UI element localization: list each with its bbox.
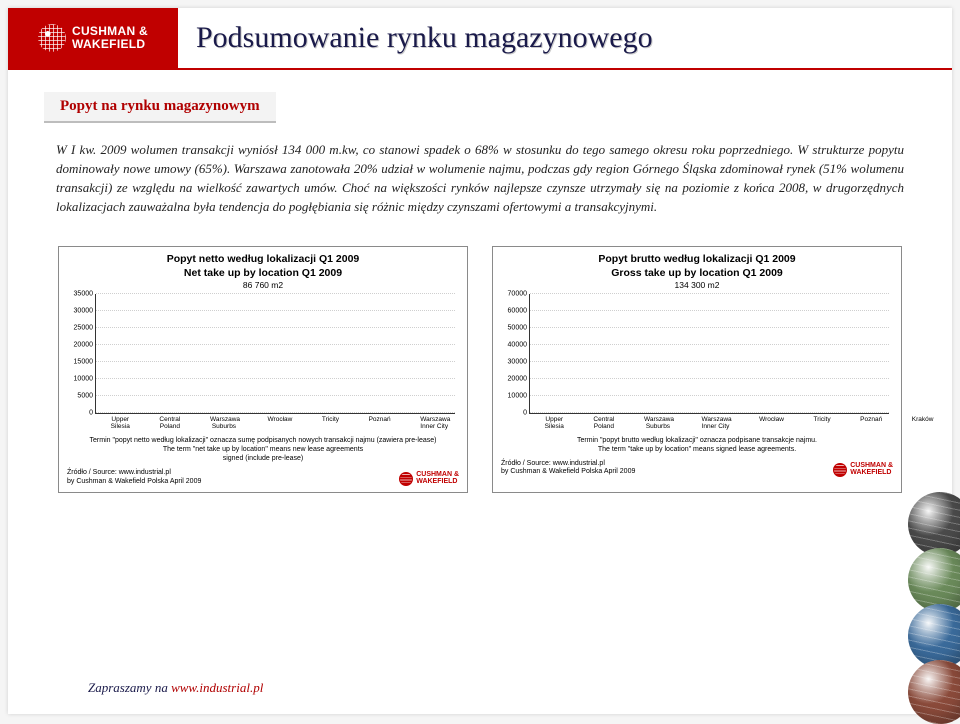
xtick-label: Central Poland — [159, 416, 180, 430]
chart-xlabels: Upper Silesia Central Poland Warszawa Subu… — [95, 416, 455, 430]
brand-logo: CUSHMAN & WAKEFIELD — [8, 8, 178, 68]
chart-plot: 05000100001500020000250003000035000 — [95, 294, 455, 414]
chart-total: 134 300 m2 — [501, 280, 893, 290]
ytick-label: 0 — [523, 409, 530, 416]
slide: CUSHMAN & WAKEFIELD Podsumowanie rynku m… — [8, 8, 952, 714]
ytick-label: 60000 — [508, 307, 530, 314]
chart-title: Popyt brutto według lokalizacji Q1 2009 … — [501, 253, 893, 279]
globe-icon — [908, 604, 960, 668]
xtick-label: Wrocław — [759, 416, 784, 430]
xtick-label: Central Poland — [593, 416, 614, 430]
globe-icon — [908, 660, 960, 724]
chart-net-takeup: Popyt netto według lokalizacji Q1 2009 N… — [58, 246, 468, 493]
decorative-globes — [908, 500, 960, 724]
ytick-label: 10000 — [508, 392, 530, 399]
xtick-label: Tricity — [322, 416, 339, 430]
ytick-label: 30000 — [74, 307, 96, 314]
chart-footer: Źródło / Source: www.industrial.pl by Cu… — [501, 460, 893, 477]
footer-link: Zapraszamy na www.industrial.pl — [88, 680, 263, 696]
xtick-label: Tricity — [814, 416, 831, 430]
xtick-label: Warszawa Inner City — [420, 416, 448, 430]
brand-name: CUSHMAN & WAKEFIELD — [72, 25, 148, 50]
footer-url[interactable]: www.industrial.pl — [171, 680, 263, 695]
ytick-label: 20000 — [74, 341, 96, 348]
xtick-label: Wrocław — [268, 416, 293, 430]
xtick-label: Kraków — [912, 416, 934, 430]
chart-source: Źródło / Source: www.industrial.pl by Cu… — [67, 469, 201, 486]
chart-xlabels: Upper Silesia Central Poland Warszawa Subu… — [529, 416, 889, 430]
chart-source: Źródło / Source: www.industrial.pl by Cu… — [501, 460, 635, 477]
chart-footer: Źródło / Source: www.industrial.pl by Cu… — [67, 469, 459, 486]
ytick-label: 5000 — [77, 392, 96, 399]
body-paragraph: W I kw. 2009 wolumen transakcji wyniósł … — [56, 141, 904, 216]
xtick-label: Upper Silesia — [545, 416, 564, 430]
globe-icon — [833, 463, 847, 477]
page-title: Podsumowanie rynku magazynowego — [178, 21, 952, 55]
mini-brand-logo: CUSHMAN & WAKEFIELD — [833, 463, 893, 477]
xtick-label: Warszawa Suburbs — [644, 416, 672, 430]
charts-row: Popyt netto według lokalizacji Q1 2009 N… — [8, 246, 952, 493]
ytick-label: 35000 — [74, 290, 96, 297]
globe-icon — [38, 24, 66, 52]
chart-total: 86 760 m2 — [67, 280, 459, 290]
brand-line2: WAKEFIELD — [72, 38, 148, 51]
xtick-label: Poznań — [860, 416, 882, 430]
ytick-label: 20000 — [508, 375, 530, 382]
chart-gross-takeup: Popyt brutto według lokalizacji Q1 2009 … — [492, 246, 902, 493]
xtick-label: Warszawa Inner City — [702, 416, 730, 430]
ytick-label: 15000 — [74, 358, 96, 365]
ytick-label: 40000 — [508, 341, 530, 348]
xtick-label: Warszawa Suburbs — [210, 416, 238, 430]
section-subtitle: Popyt na rynku magazynowym — [44, 92, 276, 123]
ytick-label: 0 — [89, 409, 96, 416]
ytick-label: 70000 — [508, 290, 530, 297]
globe-icon — [399, 472, 413, 486]
chart-caption: Termin "popyt netto według lokalizacji" … — [67, 436, 459, 463]
chart-title: Popyt netto według lokalizacji Q1 2009 N… — [67, 253, 459, 279]
header: CUSHMAN & WAKEFIELD Podsumowanie rynku m… — [8, 8, 952, 70]
mini-brand-logo: CUSHMAN & WAKEFIELD — [399, 472, 459, 486]
ytick-label: 50000 — [508, 324, 530, 331]
ytick-label: 30000 — [508, 358, 530, 365]
ytick-label: 25000 — [74, 324, 96, 331]
globe-icon — [908, 548, 960, 612]
ytick-label: 10000 — [74, 375, 96, 382]
xtick-label: Upper Silesia — [111, 416, 130, 430]
xtick-label: Poznań — [369, 416, 391, 430]
globe-icon — [908, 492, 960, 556]
chart-plot: 010000200003000040000500006000070000 — [529, 294, 889, 414]
chart-caption: Termin "popyt brutto według lokalizacji"… — [501, 436, 893, 454]
